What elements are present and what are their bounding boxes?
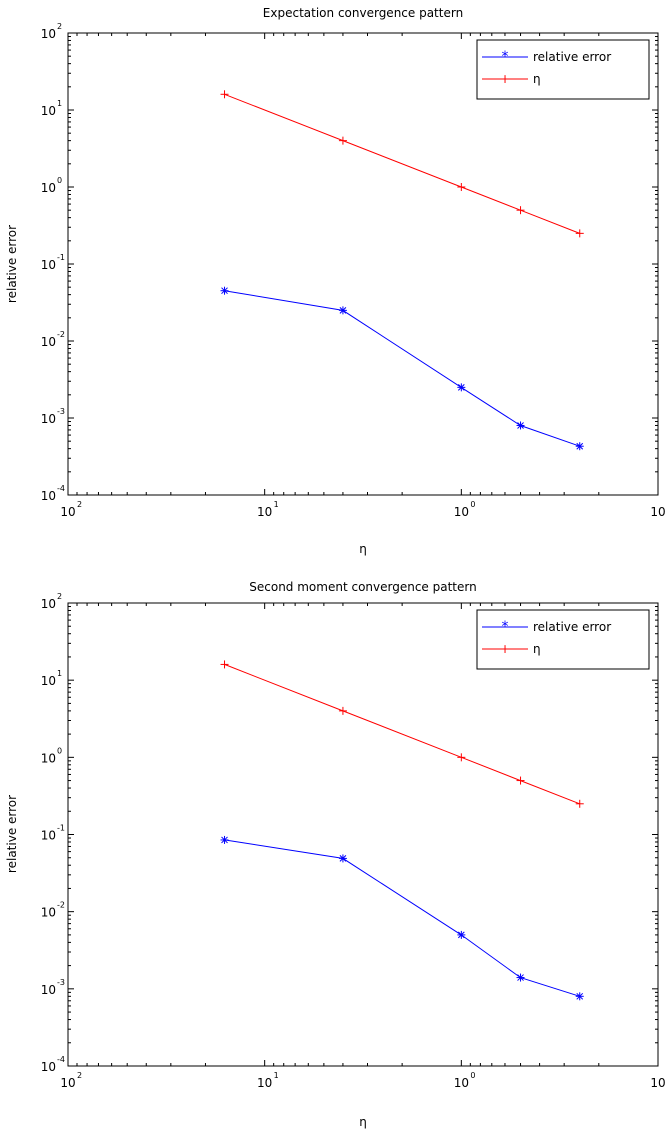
y-tick-exponent: 1: [57, 669, 62, 678]
legend-label-eta: η: [533, 72, 541, 86]
x-tick-exponent: 2: [77, 1071, 82, 1080]
y-tick-exponent: 1: [57, 99, 62, 108]
data-point-eta: [575, 229, 584, 238]
data-series: [220, 660, 584, 1001]
data-point-eta: [457, 183, 466, 191]
data-point-relative-error: [457, 930, 466, 939]
data-point-relative-error: [338, 306, 347, 315]
x-tick-label: 10: [257, 1076, 272, 1090]
legend-marker-eta: +: [500, 642, 510, 656]
chart-title: Second moment convergence pattern: [249, 580, 476, 594]
data-point-eta: [516, 206, 525, 215]
y-tick-exponent: -1: [57, 253, 65, 262]
x-tick-label: 10: [60, 1076, 75, 1090]
y-tick-exponent: 0: [57, 176, 62, 185]
data-point-relative-error: [220, 835, 229, 844]
data-point-eta: [338, 706, 347, 715]
y-tick-label: 10: [41, 983, 56, 997]
legend-label-eta: η: [533, 642, 541, 656]
y-tick-label: 10: [41, 597, 56, 611]
y-tick-label: 10: [41, 104, 56, 118]
x-tick-exponent: 0: [470, 1071, 475, 1080]
y-tick-exponent: -4: [57, 484, 65, 493]
data-point-eta: [575, 799, 584, 808]
chart-title: Expectation convergence pattern: [263, 6, 463, 20]
y-tick-exponent: -1: [57, 824, 65, 833]
second-moment-chart: Second moment convergence pattern η rela…: [5, 580, 666, 1129]
data-point-eta: [220, 90, 229, 99]
y-tick-exponent: -2: [57, 330, 65, 339]
legend-box: [476, 609, 650, 670]
y-tick-exponent: 2: [57, 592, 62, 601]
y-axis-label: relative error: [5, 795, 19, 873]
y-tick-label: 10: [41, 335, 56, 349]
y-tick-exponent: -4: [57, 1055, 65, 1064]
x-axis-label: η: [359, 1115, 367, 1129]
y-tick-exponent: -2: [57, 901, 65, 910]
data-point-relative-error: [516, 973, 525, 982]
x-tick-label: 10: [650, 505, 665, 519]
data-point-eta: [220, 660, 229, 669]
data-point-relative-error: [457, 383, 466, 392]
y-tick-exponent: 0: [57, 746, 62, 755]
y-tick-label: 10: [41, 829, 56, 843]
x-tick-exponent: 0: [470, 500, 475, 509]
y-tick-label: 10: [41, 674, 56, 688]
legend-box: [476, 39, 650, 100]
x-tick-exponent: 1: [274, 500, 279, 509]
data-point-relative-error: [575, 442, 584, 451]
y-tick-label: 10: [41, 27, 56, 41]
data-point-eta: [457, 753, 466, 762]
legend: * relative error + η: [476, 609, 650, 670]
y-axis-label: relative error: [5, 225, 19, 303]
data-point-relative-error: [220, 286, 229, 295]
x-tick-exponent: 1: [274, 1071, 279, 1080]
x-axis-label: η: [359, 542, 367, 556]
y-tick-exponent: -3: [57, 407, 65, 416]
x-tick-label: 10: [650, 1076, 665, 1090]
y-tick-label: 10: [41, 258, 56, 272]
y-tick-label: 10: [41, 1060, 56, 1074]
data-point-eta: [338, 136, 347, 145]
data-point-eta: [516, 776, 525, 785]
legend-label-relative-error: relative error: [533, 50, 611, 64]
x-tick-exponent: 2: [77, 500, 82, 509]
y-tick-exponent: 2: [57, 22, 62, 31]
y-tick-label: 10: [41, 489, 56, 503]
legend-marker-eta: +: [500, 72, 510, 86]
y-tick-label: 10: [41, 751, 56, 765]
plot-area: [67, 32, 659, 496]
data-series: [220, 90, 584, 451]
legend-marker-relative-error: *: [502, 619, 509, 635]
data-point-relative-error: [575, 992, 584, 1001]
legend-label-relative-error: relative error: [533, 620, 611, 634]
y-tick-label: 10: [41, 412, 56, 426]
legend: * relative error + η: [476, 39, 650, 100]
x-tick-label: 10: [454, 1076, 469, 1090]
plot-area: [67, 602, 659, 1067]
x-tick-label: 10: [60, 505, 75, 519]
y-tick-label: 10: [41, 181, 56, 195]
expectation-chart: Expectation convergence pattern η relati…: [5, 6, 666, 556]
legend-marker-relative-error: *: [502, 49, 509, 65]
x-tick-label: 10: [454, 505, 469, 519]
y-tick-label: 10: [41, 906, 56, 920]
x-tick-label: 10: [257, 505, 272, 519]
data-point-relative-error: [516, 421, 525, 430]
y-tick-exponent: -3: [57, 978, 65, 987]
data-point-relative-error: [338, 854, 347, 863]
